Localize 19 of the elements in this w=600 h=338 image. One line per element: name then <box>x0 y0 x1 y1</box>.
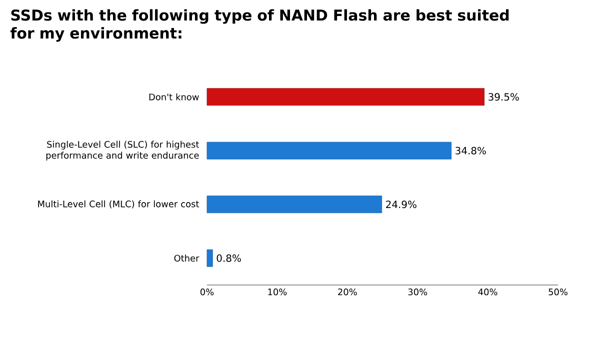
bar <box>206 196 382 214</box>
bar <box>206 249 213 267</box>
x-tick-label: 30% <box>408 288 428 296</box>
data-label: 0.8% <box>216 254 241 262</box>
data-label: 24.9% <box>386 200 416 208</box>
data-label: 39.5% <box>488 93 519 101</box>
bar <box>206 88 484 106</box>
x-tick-label: 20% <box>338 288 357 296</box>
y-tick-label: Single-Level Cell (SLC) for highest performance and write endurance <box>46 140 200 160</box>
y-tick-label: Don't know <box>149 93 199 100</box>
data-label: 34.8% <box>456 146 486 154</box>
x-tick-label: 40% <box>478 288 498 296</box>
bar <box>206 142 452 160</box>
y-tick-label: Multi-Level Cell (MLC) for lower cost <box>38 200 200 208</box>
x-tick-label: 0% <box>200 288 214 296</box>
x-tick-label: 50% <box>548 288 568 296</box>
x-tick-label: 10% <box>268 288 287 296</box>
chart-title: SSDs with the following type of NAND Flash are best suited for my environment: <box>10 9 509 42</box>
y-tick-label: Other <box>174 254 200 262</box>
